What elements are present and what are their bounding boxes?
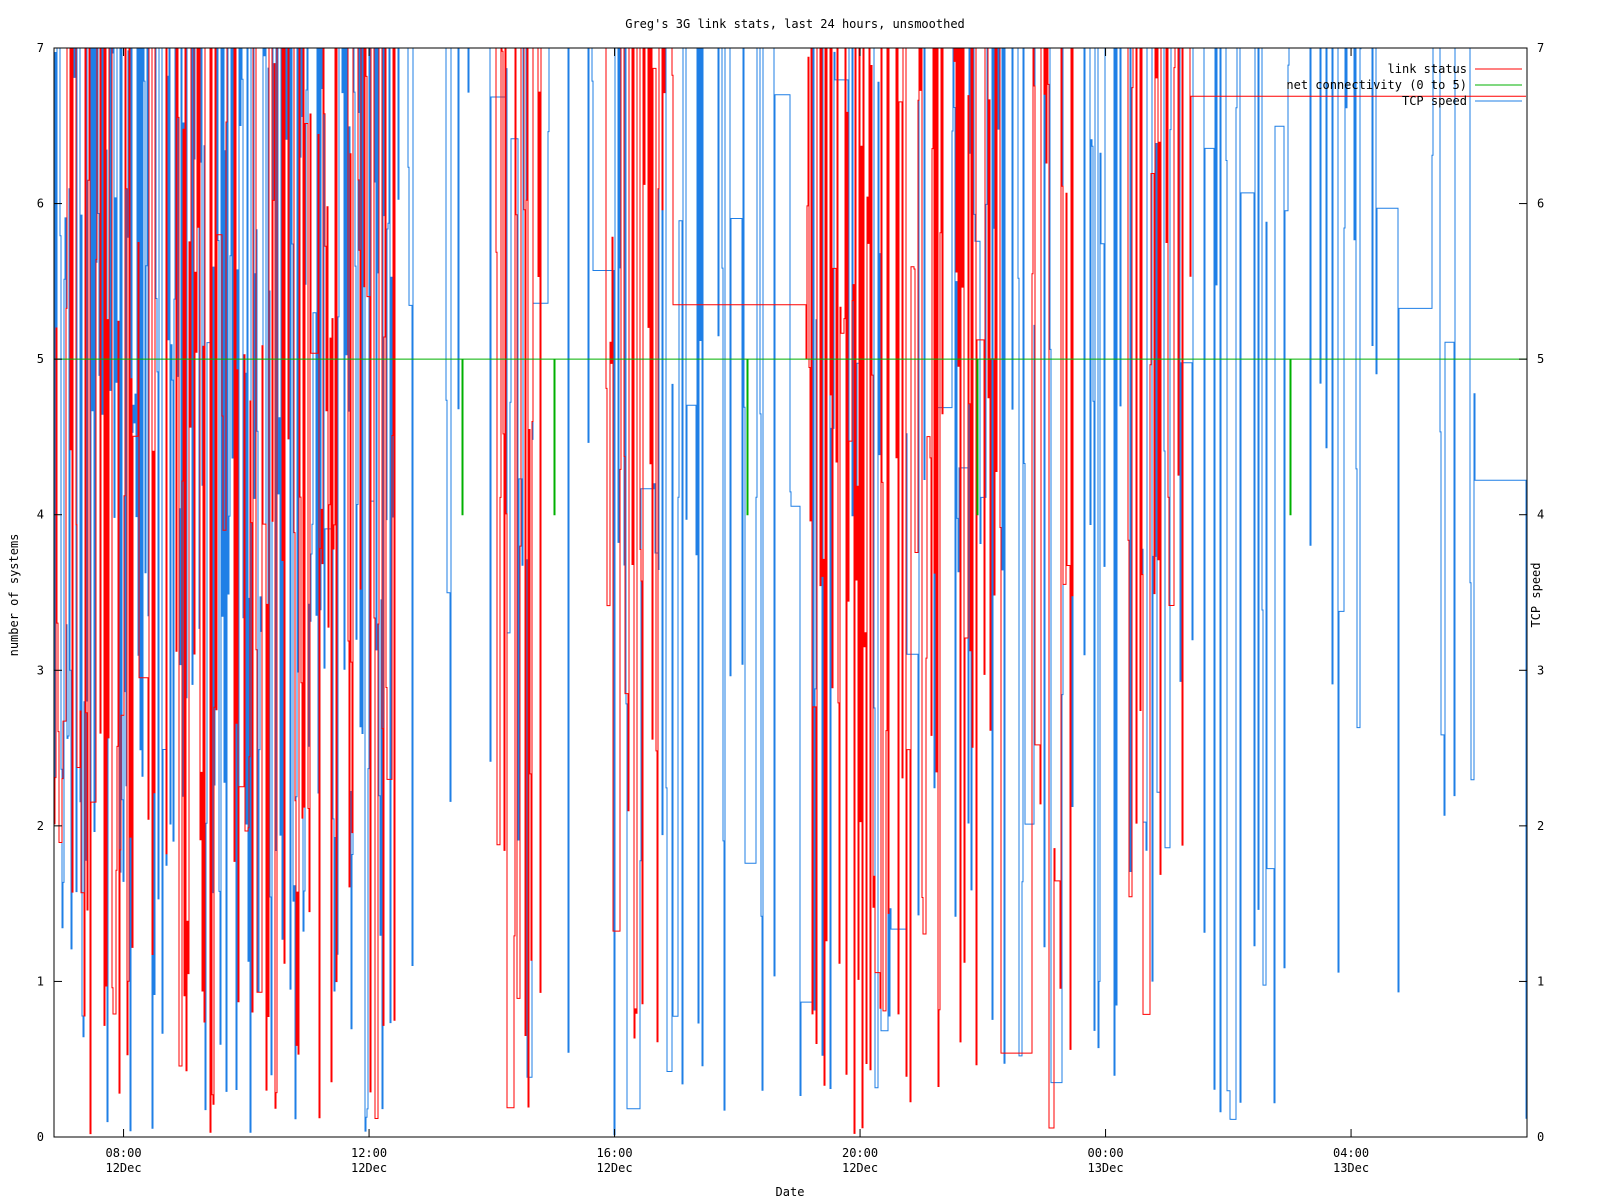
legend-label: link status — [1388, 62, 1467, 76]
x-tick-label-time: 00:00 — [1087, 1146, 1123, 1160]
y2-tick-label: 5 — [1537, 352, 1544, 366]
y-tick-label: 0 — [37, 1130, 44, 1144]
x-tick-label-date: 13Dec — [1087, 1161, 1123, 1175]
legend: link status net connectivity (0 to 5) TCP … — [1286, 62, 1522, 108]
x-tick-label-time: 08:00 — [105, 1146, 141, 1160]
y-tick-label: 7 — [37, 41, 44, 55]
y2-tick-label: 2 — [1537, 819, 1544, 833]
x-tick-label-date: 12Dec — [596, 1161, 632, 1175]
series-net-connectivity — [54, 358, 1527, 516]
y-tick-label: 1 — [37, 974, 44, 988]
y2-axis-label: TCP speed — [1529, 562, 1543, 627]
y2-tick-label: 0 — [1537, 1130, 1544, 1144]
legend-label: TCP speed — [1402, 94, 1467, 108]
y2-tick-label: 3 — [1537, 663, 1544, 677]
y-tick-label: 6 — [37, 197, 44, 211]
net-connectivity-line — [54, 358, 1527, 516]
y2-tick-label: 4 — [1537, 508, 1544, 522]
y-axis-label: number of systems — [7, 534, 21, 657]
y-tick-label: 5 — [37, 352, 44, 366]
y2-tick-label: 6 — [1537, 197, 1544, 211]
plot-frame — [53, 47, 1528, 1138]
y-axis-ticks: 0 0 1 1 2 2 3 3 4 4 5 5 6 6 7 7 — [37, 41, 1544, 1144]
x-tick-label-date: 12Dec — [842, 1161, 878, 1175]
y-tick-label: 3 — [37, 663, 44, 677]
x-tick-label-time: 16:00 — [596, 1146, 632, 1160]
y2-tick-label: 7 — [1537, 41, 1544, 55]
x-tick-label-date: 12Dec — [105, 1161, 141, 1175]
x-axis-ticks: 08:0012Dec12:0012Dec16:0012Dec20:0012Dec… — [105, 48, 1369, 1175]
x-tick-label-date: 13Dec — [1333, 1161, 1369, 1175]
x-tick-label-date: 12Dec — [351, 1161, 387, 1175]
y-tick-label: 4 — [37, 508, 44, 522]
y-tick-label: 2 — [37, 819, 44, 833]
legend-label: net connectivity (0 to 5) — [1286, 78, 1467, 92]
x-tick-label-time: 20:00 — [842, 1146, 878, 1160]
x-axis-label: Date — [776, 1185, 805, 1199]
chart-title: Greg's 3G link stats, last 24 hours, uns… — [625, 17, 965, 31]
y2-tick-label: 1 — [1537, 974, 1544, 988]
x-tick-label-time: 12:00 — [351, 1146, 387, 1160]
x-tick-label-time: 04:00 — [1333, 1146, 1369, 1160]
